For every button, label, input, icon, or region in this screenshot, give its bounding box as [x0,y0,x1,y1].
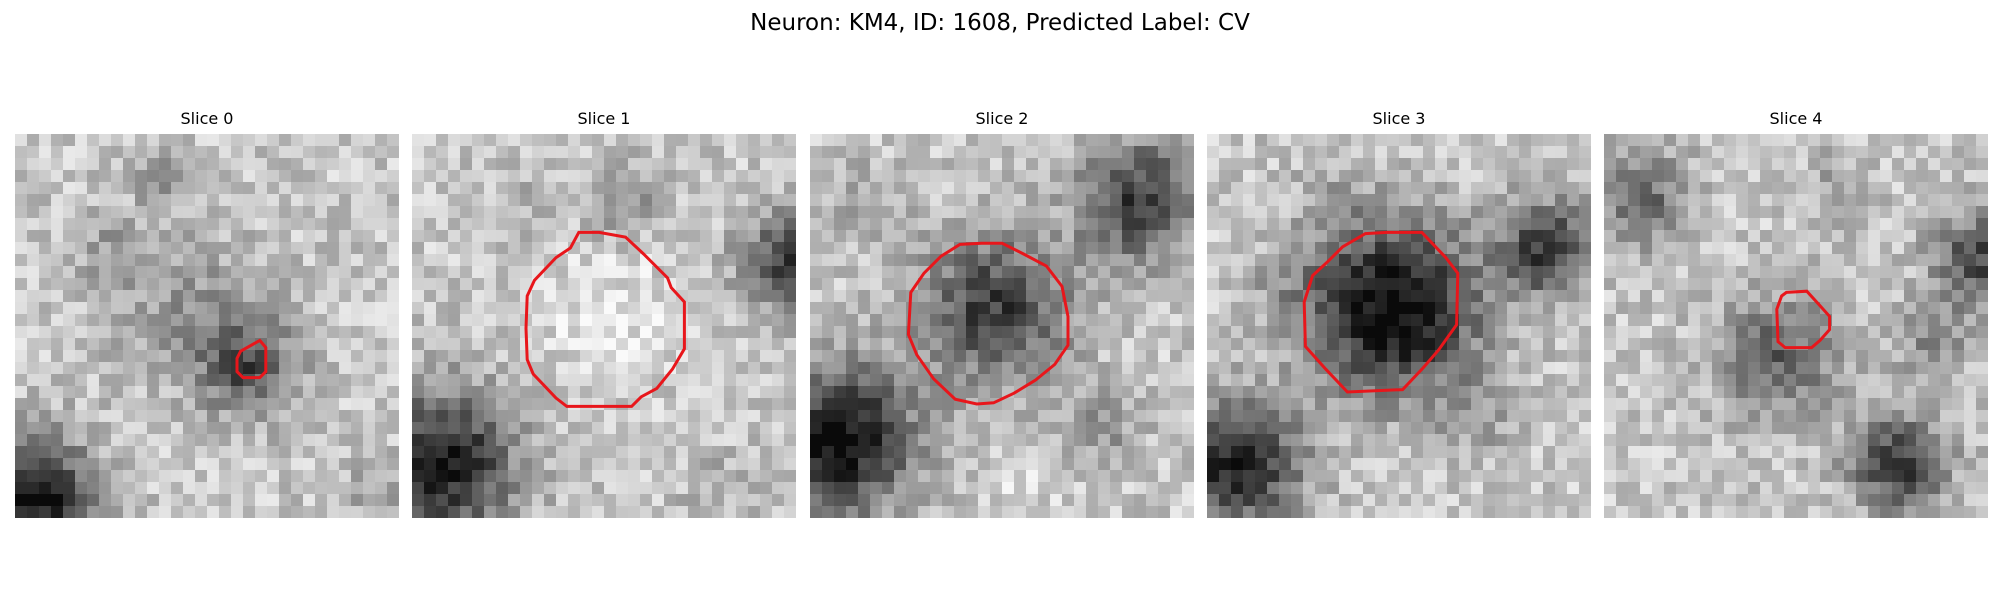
slice-panel-0: Slice 0 [15,108,399,518]
slice-panel-1: Slice 1 [412,108,796,518]
slice-image [15,134,399,518]
roi-contour [1302,230,1460,394]
slice-image [1604,134,1988,518]
slice-title: Slice 4 [1769,109,1823,128]
figure-title: Neuron: KM4, ID: 1608, Predicted Label: … [750,10,1250,36]
roi-contour [1775,289,1832,350]
grayscale-pixels [15,134,399,518]
slice-panel-4: Slice 4 [1604,108,1988,518]
grayscale-pixels [810,134,1194,518]
roi-contour [906,241,1070,406]
grayscale-pixels [1604,134,1988,518]
grayscale-pixels [412,134,796,518]
slice-panel-2: Slice 2 [810,108,1194,518]
roi-contour [524,230,686,408]
slice-title: Slice 0 [180,109,234,128]
slice-image [810,134,1194,518]
slice-image [412,134,796,518]
slice-panel-3: Slice 3 [1207,108,1591,518]
grayscale-pixels [1207,134,1591,518]
roi-contour [235,338,268,380]
slice-title: Slice 2 [975,109,1029,128]
slice-image [1207,134,1591,518]
slice-title: Slice 3 [1372,109,1426,128]
slice-title: Slice 1 [577,109,631,128]
